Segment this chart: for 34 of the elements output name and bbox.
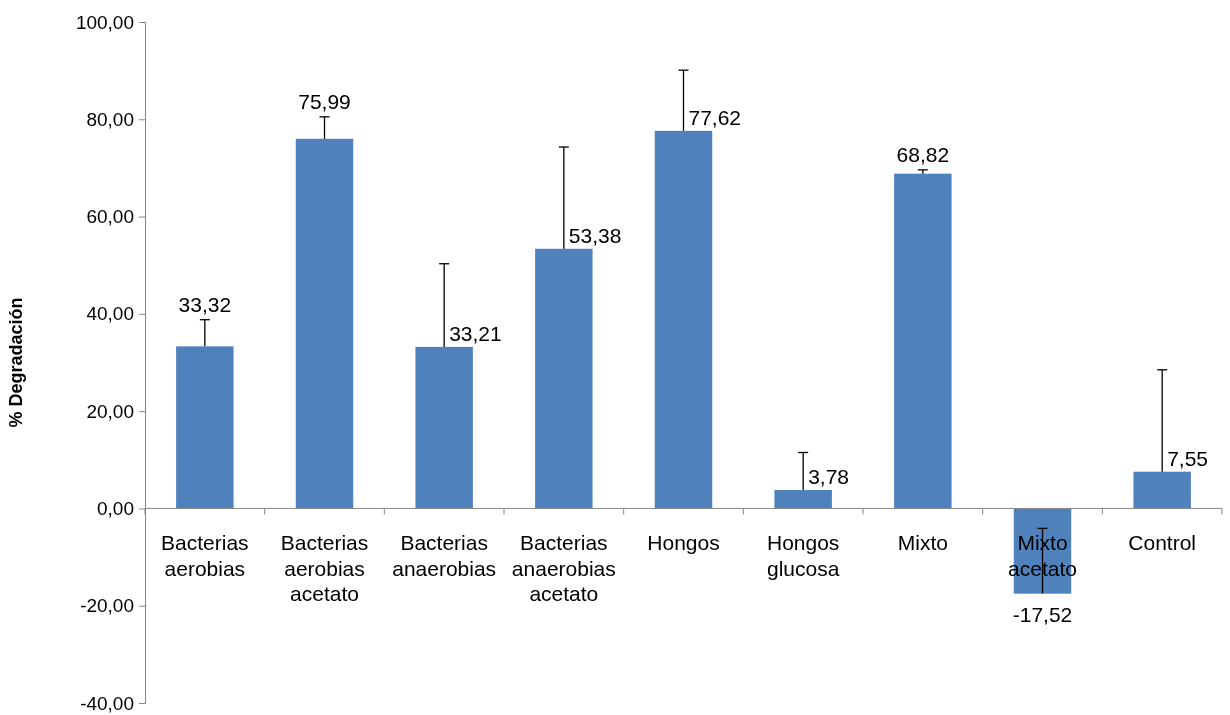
bar (654, 130, 713, 509)
bar (1133, 471, 1191, 509)
data-label: 33,21 (449, 321, 502, 345)
data-label: 75,99 (298, 89, 351, 113)
x-tick-label: Bacterias aerobias (161, 531, 249, 580)
x-tick-label: Bacterias anaerobias acetato (511, 531, 616, 605)
bar (295, 138, 354, 509)
data-label: 77,62 (688, 105, 742, 129)
y-tick-label: 20,00 (86, 400, 134, 422)
x-tick-label: Mixto (897, 531, 948, 555)
y-axis-title: % Degradación (6, 297, 26, 428)
y-tick-label: -40,00 (80, 692, 134, 714)
y-tick-label: 80,00 (86, 108, 134, 130)
data-label: 7,55 (1167, 446, 1209, 470)
data-label: 3,78 (808, 465, 850, 489)
data-label: 68,82 (896, 142, 950, 166)
x-tick-label: Bacterias aerobias acetato (280, 531, 369, 605)
y-tick-label: 100,00 (75, 11, 134, 33)
data-label: 33,32 (178, 292, 232, 316)
x-tick-label: Control (1128, 531, 1197, 555)
y-tick-label: 0,00 (97, 498, 134, 520)
x-tick-label: Hongos (647, 531, 720, 555)
x-tick-label: Bacterias anaerobias (392, 531, 497, 580)
y-tick-label: 40,00 (86, 303, 134, 325)
bar (415, 346, 473, 509)
bar (535, 248, 593, 509)
data-label: -17,52 (1012, 602, 1073, 626)
data-label: 53,38 (568, 223, 622, 247)
bar (894, 173, 952, 509)
y-tick-label: 60,00 (86, 206, 134, 228)
bar (176, 346, 234, 509)
bar (774, 490, 832, 509)
y-tick-label: -20,00 (80, 595, 134, 617)
x-tick-label: Hongos glucosa (766, 531, 840, 580)
